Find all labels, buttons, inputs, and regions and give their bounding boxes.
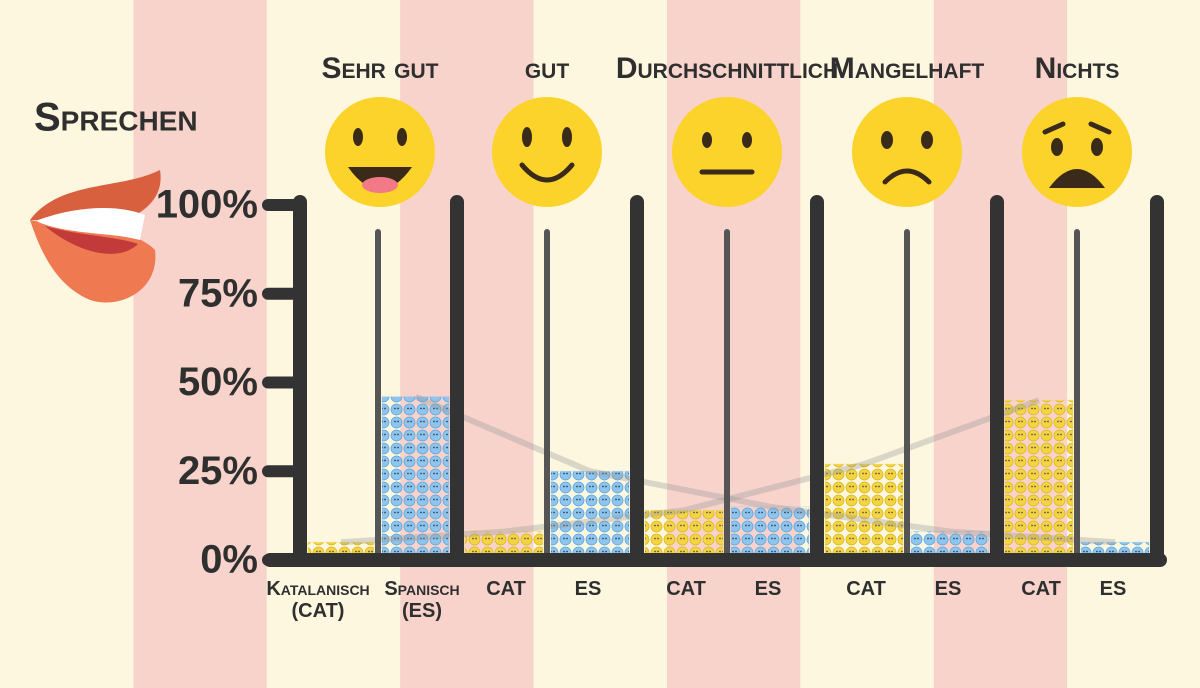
face [1022,97,1132,207]
chart-title: Sprechen [34,96,198,140]
bar [1004,399,1074,561]
x-tick-label: CAT [486,578,526,600]
x-tick-label: ES [754,578,782,600]
trend-line [414,393,1116,546]
category-label: Nichts [1035,52,1120,85]
face-mouth [1049,169,1105,188]
category-label: Mangelhaft [830,52,985,85]
face-mouth [1042,121,1066,135]
x-tick-label: ES [934,578,962,600]
bar [381,396,450,561]
x-tick-label: CAT [1021,578,1061,600]
x-tick-label: Spanisch (ES) [384,578,460,622]
face [492,97,602,207]
bar [550,470,630,561]
category-label: Sehr gut [321,52,438,85]
x-tick-label: ES [1099,578,1127,600]
stripe [0,0,134,688]
y-tick-label: 75% [178,271,258,315]
category-label: gut [525,52,570,85]
face-eye [1051,138,1063,156]
face-eye [562,127,572,147]
stripe [133,0,267,688]
face [325,97,435,207]
face-eye [921,131,933,149]
trend-line [340,397,1041,546]
face [672,97,782,207]
x-tick-label: Katalanisch (CAT) [266,578,370,622]
face-mouth [519,162,575,183]
bar [824,463,904,561]
face-eye [742,132,752,148]
bar [644,509,724,561]
bar [730,506,810,561]
y-tick-label: 25% [178,449,258,493]
y-tick-label: 50% [178,360,258,404]
face-eye [397,128,407,146]
y-tick-label: 100% [156,183,258,227]
y-tick-label: 0% [200,538,258,582]
face-eye [522,127,532,147]
face-mouth [1088,121,1112,135]
face-eye [702,132,712,148]
face-eye [881,131,893,149]
x-tick-label: CAT [846,578,886,600]
face-eye [1091,138,1103,156]
face-mouth [882,168,932,185]
face [852,97,962,207]
x-tick-label: CAT [666,578,706,600]
category-label: Durchschnittlich [616,52,838,85]
mouth-icon [30,170,161,303]
x-tick-label: ES [574,578,602,600]
face-eye [353,128,363,146]
face-tongue [362,177,398,193]
